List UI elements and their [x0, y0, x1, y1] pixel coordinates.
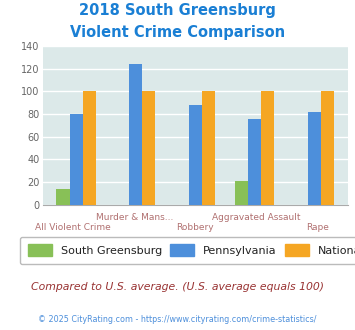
Bar [235, 181, 248, 205]
Bar [142, 91, 155, 205]
Bar [189, 105, 202, 205]
Text: All Violent Crime: All Violent Crime [35, 223, 111, 232]
Bar [70, 114, 83, 205]
Bar [83, 91, 96, 205]
Bar [248, 118, 261, 205]
Text: Robbery: Robbery [176, 223, 214, 232]
Bar [56, 189, 70, 205]
Text: Compared to U.S. average. (U.S. average equals 100): Compared to U.S. average. (U.S. average … [31, 282, 324, 292]
Bar [308, 112, 321, 205]
Bar [321, 91, 334, 205]
Text: Violent Crime Comparison: Violent Crime Comparison [70, 25, 285, 40]
Bar [129, 64, 142, 205]
Text: Aggravated Assault: Aggravated Assault [212, 213, 301, 222]
Bar [202, 91, 215, 205]
Text: 2018 South Greensburg: 2018 South Greensburg [79, 3, 276, 18]
Text: Rape: Rape [306, 223, 329, 232]
Bar [261, 91, 274, 205]
Legend: South Greensburg, Pennsylvania, National: South Greensburg, Pennsylvania, National [20, 237, 355, 264]
Text: © 2025 CityRating.com - https://www.cityrating.com/crime-statistics/: © 2025 CityRating.com - https://www.city… [38, 315, 317, 324]
Text: Murder & Mans...: Murder & Mans... [95, 213, 173, 222]
